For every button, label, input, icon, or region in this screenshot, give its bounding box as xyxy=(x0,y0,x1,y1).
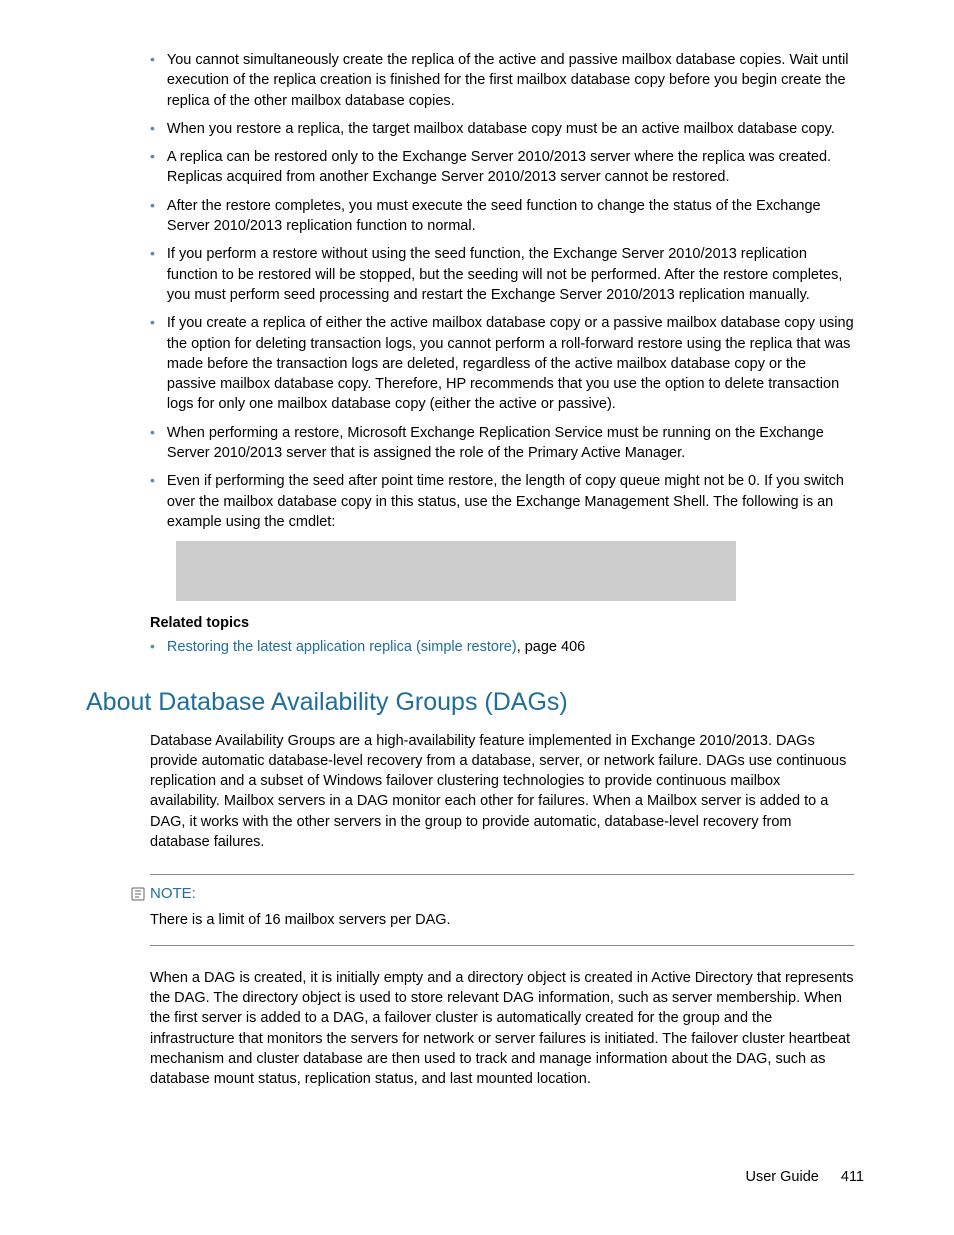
note-icon xyxy=(130,886,146,902)
list-item: • You cannot simultaneously create the r… xyxy=(150,50,854,111)
body-paragraph: Database Availability Groups are a high-… xyxy=(150,731,854,853)
related-topics-list: • Restoring the latest application repli… xyxy=(150,637,874,657)
list-item: • If you perform a restore without using… xyxy=(150,244,854,305)
list-item: • If you create a replica of either the … xyxy=(150,313,854,414)
note-header: NOTE: xyxy=(130,885,854,902)
list-item-text: A replica can be restored only to the Ex… xyxy=(167,147,854,188)
bullet-icon: • xyxy=(150,50,155,111)
bullet-icon: • xyxy=(150,244,155,305)
list-item-text: If you create a replica of either the ac… xyxy=(167,313,854,414)
list-item: • A replica can be restored only to the … xyxy=(150,147,854,188)
list-item-text: You cannot simultaneously create the rep… xyxy=(167,50,854,111)
code-block xyxy=(176,541,736,601)
list-item: • When performing a restore, Microsoft E… xyxy=(150,423,854,464)
note-box: NOTE: There is a limit of 16 mailbox ser… xyxy=(150,874,854,945)
list-item-text: After the restore completes, you must ex… xyxy=(167,196,854,237)
body-paragraph: When a DAG is created, it is initially e… xyxy=(150,968,854,1090)
list-item: • Even if performing the seed after poin… xyxy=(150,471,854,533)
bullet-icon: • xyxy=(150,119,155,139)
note-text: There is a limit of 16 mailbox servers p… xyxy=(150,910,854,930)
list-item: • When you restore a replica, the target… xyxy=(150,119,854,139)
related-topic-link[interactable]: Restoring the latest application replica… xyxy=(167,639,517,655)
section-heading: About Database Availability Groups (DAGs… xyxy=(86,688,874,717)
list-item-text: When performing a restore, Microsoft Exc… xyxy=(167,423,854,464)
bullet-icon: • xyxy=(150,313,155,414)
bullet-icon: • xyxy=(150,196,155,237)
page-footer: User Guide 411 xyxy=(80,1169,874,1185)
bullet-icon: • xyxy=(150,471,155,533)
bullet-icon: • xyxy=(150,423,155,464)
bullet-icon: • xyxy=(150,147,155,188)
list-item: • Restoring the latest application repli… xyxy=(150,637,874,657)
note-label: NOTE: xyxy=(150,885,196,902)
bullet-list: • You cannot simultaneously create the r… xyxy=(150,50,854,533)
page-number: 411 xyxy=(841,1169,864,1185)
related-topics-heading: Related topics xyxy=(150,615,874,631)
list-item-text-pre: Even if performing the seed after point … xyxy=(167,473,844,530)
bullet-icon: • xyxy=(150,637,155,657)
footer-label: User Guide xyxy=(746,1169,819,1185)
list-item-text: Restoring the latest application replica… xyxy=(167,637,874,657)
list-item-text: If you perform a restore without using t… xyxy=(167,244,854,305)
list-item-text: Even if performing the seed after point … xyxy=(167,471,854,533)
list-item-text-post: cmdlet: xyxy=(289,514,336,530)
related-topic-page: , page 406 xyxy=(517,639,586,655)
list-item: • After the restore completes, you must … xyxy=(150,196,854,237)
list-item-text: When you restore a replica, the target m… xyxy=(167,119,854,139)
